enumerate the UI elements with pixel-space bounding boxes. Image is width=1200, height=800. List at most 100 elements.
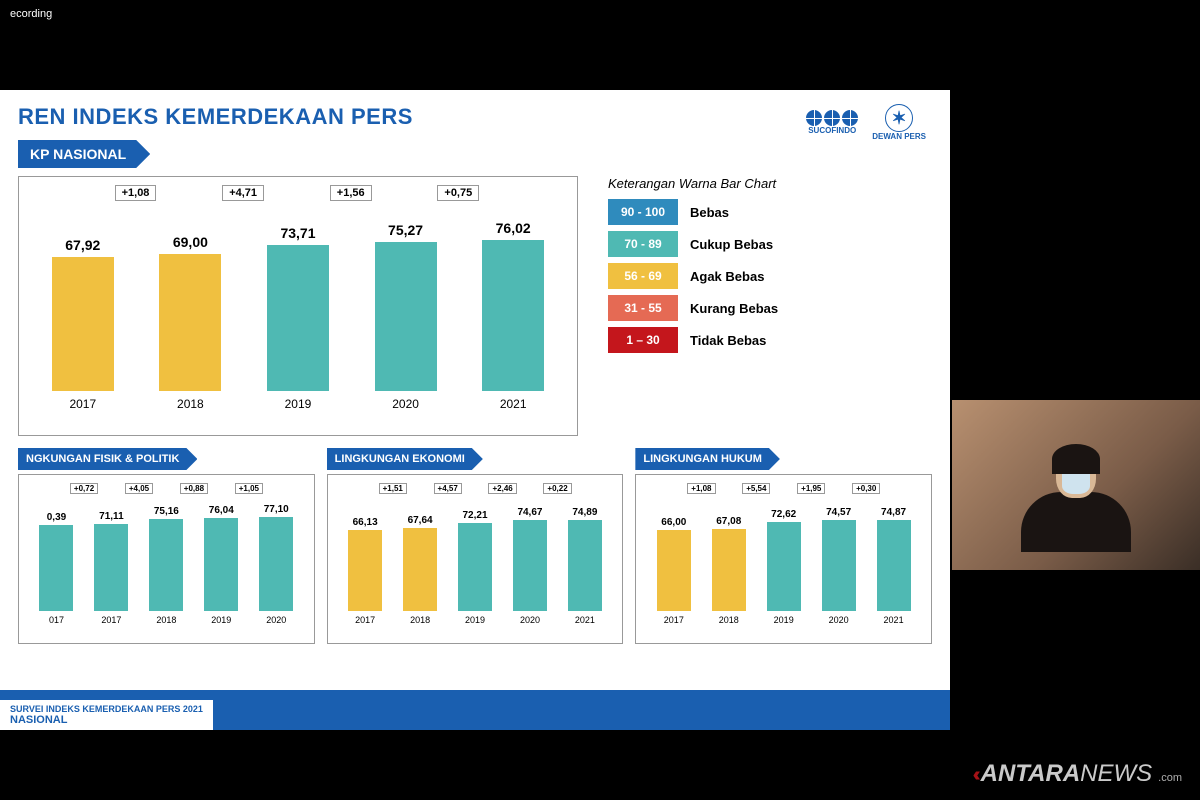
footer-tag: SURVEI INDEKS KEMERDEKAAN PERS 2021 NASI… (0, 700, 213, 730)
bar (712, 529, 746, 611)
bar (568, 520, 602, 611)
slide-title: REN INDEKS KEMERDEKAAN PERS (18, 104, 932, 130)
bar-year-label: 2019 (465, 615, 485, 625)
webcam-thumbnail (952, 400, 1200, 570)
sucofindo-label: SUCOFINDO (808, 126, 856, 135)
bar (458, 523, 492, 611)
bar-value-label: 74,67 (517, 507, 542, 518)
bar-value-label: 0,39 (47, 512, 66, 523)
bar-year-label: 2020 (520, 615, 540, 625)
bar (877, 520, 911, 611)
bar-year-label: 2019 (211, 615, 231, 625)
bar-year-label: 2021 (500, 397, 527, 411)
bar (204, 518, 238, 611)
bar-value-label: 67,64 (408, 515, 433, 526)
legend-swatch: 31 - 55 (608, 295, 678, 321)
bar (482, 240, 544, 391)
bar-year-label: 017 (49, 615, 64, 625)
bar (403, 528, 437, 611)
legend-row: 70 - 89 Cukup Bebas (608, 231, 932, 257)
bar-value-label: 75,27 (388, 222, 423, 238)
bar-year-label: 2017 (355, 615, 375, 625)
speaker-figure (1016, 450, 1136, 570)
bar-year-label: 2020 (266, 615, 286, 625)
bar-year-label: 2019 (285, 397, 312, 411)
legend-swatch: 70 - 89 (608, 231, 678, 257)
bar-group: 0,39 017 (29, 483, 84, 625)
bar-year-label: 2019 (774, 615, 794, 625)
legend-swatch: 56 - 69 (608, 263, 678, 289)
legend-label: Agak Bebas (690, 269, 764, 284)
bar (375, 242, 437, 391)
bar-value-label: 66,00 (661, 517, 686, 528)
bar-group: 72,622019 (756, 483, 811, 625)
watermark-domain: .com (1158, 772, 1182, 784)
bar-value-label: 74,57 (826, 507, 851, 518)
legend-row: 90 - 100 Bebas (608, 199, 932, 225)
legend-label: Bebas (690, 205, 729, 220)
bar-value-label: 76,04 (209, 505, 234, 516)
bar-group: 74,57 2020 (811, 483, 866, 625)
legend-row: 56 - 69 Agak Bebas (608, 263, 932, 289)
legend-title: Keterangan Warna Bar Chart (608, 176, 932, 191)
bar-group: 77,10 2020 (249, 483, 304, 625)
bar-group: 74,892021 (557, 483, 612, 625)
bar (52, 257, 114, 391)
dewanpers-label: DEWAN PERS (872, 132, 926, 141)
recording-indicator: ecording (10, 8, 52, 20)
logo-row: SUCOFINDO DEWAN PERS (806, 104, 926, 141)
bar-value-label: 76,02 (496, 220, 531, 236)
bar-year-label: 2018 (410, 615, 430, 625)
bar-group: 75,16 2018 (139, 483, 194, 625)
bar-value-label: 73,71 (280, 225, 315, 241)
watermark-suffix: NEWS (1080, 760, 1152, 787)
legend-row: 31 - 55 Kurang Bebas (608, 295, 932, 321)
legend-label: Tidak Bebas (690, 333, 766, 348)
bar (267, 245, 329, 391)
legend-label: Cukup Bebas (690, 237, 773, 252)
bar-group: 66,132017 (338, 483, 393, 625)
bar (39, 525, 73, 611)
bar-year-label: 2017 (101, 615, 121, 625)
bar (159, 254, 221, 391)
bar-group: 67,08 2018 (701, 483, 756, 625)
bar-group: 75,272020 (352, 185, 460, 411)
bar (822, 520, 856, 611)
legend-row: 1 – 30 Tidak Bebas (608, 327, 932, 353)
sub-chart-banner: NGKUNGAN FISIK & POLITIK (18, 448, 197, 470)
bar-year-label: 2018 (177, 397, 204, 411)
legend-swatch: 1 – 30 (608, 327, 678, 353)
bar-value-label: 69,00 (173, 234, 208, 250)
bar (513, 520, 547, 611)
bar-value-label: 75,16 (154, 506, 179, 517)
bar (94, 524, 128, 611)
bar-year-label: 2018 (156, 615, 176, 625)
bar-group: 71,11 2017 (84, 483, 139, 625)
bar-value-label: 67,92 (65, 237, 100, 253)
sub-chart-banner: LINGKUNGAN EKONOMI (327, 448, 483, 470)
bar-year-label: 2018 (719, 615, 739, 625)
bar (657, 530, 691, 611)
sucofindo-logo: SUCOFINDO (806, 110, 858, 135)
main-chart: +1,08+4,71+1,56+0,7567,92201769,00201873… (18, 176, 578, 436)
bar-value-label: 67,08 (716, 516, 741, 527)
watermark-brand: ANTARA (981, 760, 1081, 787)
legend-label: Kurang Bebas (690, 301, 778, 316)
bar-group: 67,64 2018 (393, 483, 448, 625)
bar-value-label: 71,11 (99, 511, 123, 522)
bar-year-label: 2017 (69, 397, 96, 411)
sub-chart-column: LINGKUNGAN EKONOMI+1,51+4,57+2,46+0,2266… (327, 448, 624, 644)
bar-group: 73,71 2019 (244, 185, 352, 411)
watermark-chevrons-icon: ‹‹‹ (973, 764, 975, 787)
bar (149, 519, 183, 611)
bar (348, 530, 382, 611)
bar-group: 74,872021 (866, 483, 921, 625)
bar-value-label: 77,10 (264, 504, 289, 515)
bar-year-label: 2020 (829, 615, 849, 625)
bar-value-label: 72,21 (463, 510, 488, 521)
bar-year-label: 2017 (664, 615, 684, 625)
legend-swatch: 90 - 100 (608, 199, 678, 225)
legend: Keterangan Warna Bar Chart 90 - 100 Bebas… (598, 176, 932, 436)
bar-group: 67,92 2017 (29, 185, 137, 411)
footer-line2: NASIONAL (10, 714, 203, 726)
